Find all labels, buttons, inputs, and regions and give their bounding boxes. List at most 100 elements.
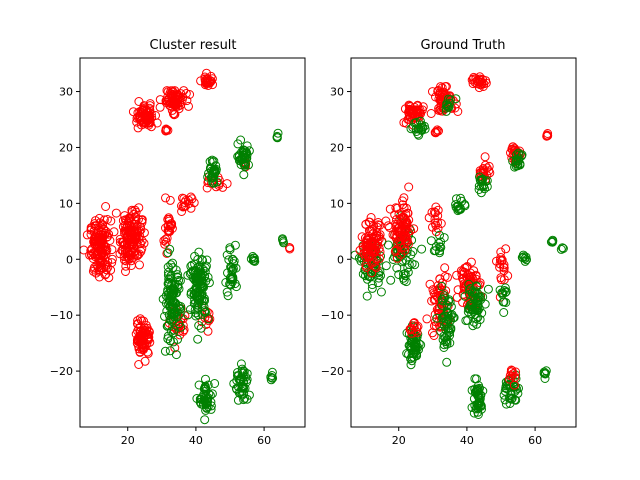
- data-point: [399, 276, 409, 285]
- data-point: [460, 291, 470, 301]
- data-point: [168, 86, 177, 96]
- data-point: [502, 384, 512, 394]
- data-point: [456, 193, 465, 203]
- data-point: [272, 133, 282, 142]
- data-point: [162, 233, 172, 243]
- data-point: [167, 90, 177, 100]
- data-point: [406, 343, 416, 353]
- data-point: [205, 76, 215, 86]
- data-point: [152, 118, 162, 128]
- data-point: [439, 343, 449, 352]
- data-point: [173, 334, 183, 344]
- data-point: [222, 287, 232, 297]
- data-point: [170, 343, 180, 353]
- data-point: [367, 268, 377, 278]
- data-point: [429, 331, 439, 340]
- data-point: [163, 248, 173, 258]
- data-point: [160, 346, 170, 356]
- data-point: [497, 256, 507, 266]
- data-point: [365, 217, 375, 227]
- data-point: [239, 158, 249, 168]
- data-point: [392, 263, 402, 273]
- data-point: [437, 294, 447, 304]
- data-point: [134, 360, 144, 369]
- data-point: [158, 294, 168, 304]
- data-point: [446, 302, 456, 312]
- data-point: [499, 390, 509, 400]
- data-point: [191, 288, 201, 298]
- data-point: [500, 287, 510, 297]
- data-point: [441, 319, 451, 329]
- data-point: [145, 113, 155, 123]
- data-point: [501, 244, 511, 254]
- data-point: [193, 310, 203, 320]
- scatter-points: [80, 68, 295, 425]
- data-point: [159, 236, 169, 246]
- data-point: [134, 97, 144, 106]
- data-point: [164, 216, 174, 226]
- data-point: [139, 316, 148, 326]
- data-point: [478, 292, 488, 302]
- data-point: [165, 294, 174, 304]
- data-point: [101, 261, 111, 271]
- data-point: [199, 294, 209, 304]
- data-point: [248, 252, 258, 261]
- data-point: [171, 99, 181, 109]
- data-point: [473, 292, 483, 302]
- data-point: [433, 224, 443, 233]
- data-point: [426, 109, 436, 118]
- data-point: [475, 75, 485, 85]
- data-point: [501, 287, 511, 297]
- data-point: [166, 326, 176, 336]
- data-point: [101, 242, 111, 252]
- data-point: [244, 146, 254, 156]
- data-point: [167, 219, 177, 229]
- data-point: [121, 261, 131, 271]
- data-point: [138, 107, 148, 117]
- data-point: [385, 222, 394, 232]
- data-point: [434, 103, 444, 113]
- data-point: [409, 346, 419, 356]
- data-point: [362, 291, 372, 301]
- data-point: [431, 246, 441, 256]
- data-point: [202, 68, 211, 78]
- data-point: [167, 317, 177, 326]
- data-point: [174, 284, 184, 294]
- data-point: [413, 129, 423, 139]
- data-point: [96, 222, 106, 232]
- data-point: [208, 178, 218, 188]
- x-tick-label: 20: [392, 434, 406, 447]
- data-point: [130, 231, 140, 241]
- data-point: [433, 205, 443, 215]
- data-point: [374, 232, 384, 241]
- data-point: [135, 239, 145, 249]
- data-point: [431, 242, 441, 251]
- data-point: [430, 208, 440, 218]
- y-tick-label: 30: [59, 86, 73, 99]
- data-point: [442, 357, 452, 367]
- data-point: [237, 390, 247, 400]
- data-point: [161, 126, 171, 136]
- y-tick-label: 0: [337, 253, 344, 266]
- data-point: [163, 331, 173, 341]
- scatter-points: [351, 72, 568, 419]
- data-point: [428, 328, 437, 338]
- data-point: [480, 152, 490, 162]
- y-tick-label: 20: [330, 141, 344, 154]
- data-point: [242, 369, 252, 379]
- data-point: [381, 261, 391, 271]
- data-point: [137, 105, 147, 115]
- data-point: [504, 374, 514, 384]
- data-point: [404, 110, 414, 120]
- data-point: [94, 236, 104, 245]
- data-point: [473, 403, 483, 413]
- axes: 20 40 60 −20 −10 0 10 20 30: [50, 57, 306, 447]
- data-point: [225, 245, 235, 255]
- data-point: [519, 252, 529, 262]
- data-point: [467, 271, 476, 281]
- data-point: [139, 228, 149, 238]
- data-point: [195, 261, 205, 271]
- data-point: [181, 196, 191, 205]
- data-point: [548, 235, 558, 245]
- data-point: [91, 216, 100, 226]
